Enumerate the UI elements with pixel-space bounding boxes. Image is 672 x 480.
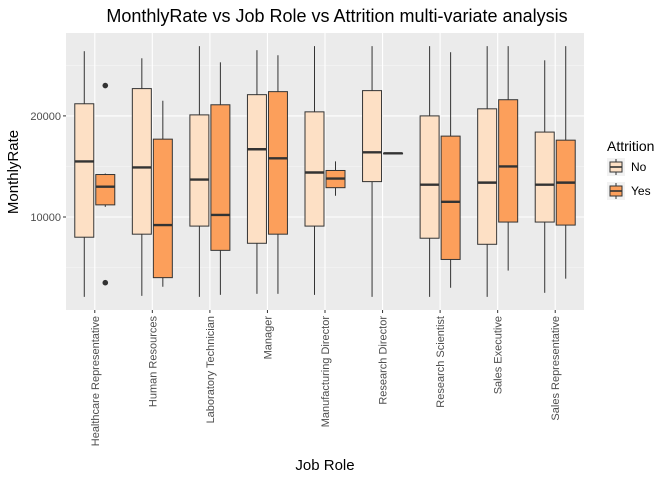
box-yes-2 bbox=[210, 62, 231, 295]
box-no-7 bbox=[477, 46, 498, 297]
x-tick-label: Research Scientist bbox=[435, 316, 447, 408]
box-no-3 bbox=[246, 50, 267, 294]
y-axis-title: MonthlyRate bbox=[5, 130, 22, 214]
box-no-8 bbox=[534, 60, 555, 293]
legend-label-no: No bbox=[631, 160, 647, 174]
x-tick-label: Human Resources bbox=[147, 316, 159, 408]
x-axis: Healthcare Representative Human Resources… bbox=[90, 310, 562, 446]
box-no-4 bbox=[304, 46, 325, 295]
x-tick-label: Sales Executive bbox=[493, 316, 505, 394]
box-body bbox=[477, 108, 498, 245]
box-no-2 bbox=[189, 46, 210, 297]
box-body bbox=[246, 94, 267, 244]
box-no-1 bbox=[131, 58, 152, 296]
box-body bbox=[304, 111, 325, 227]
box-yes-1 bbox=[152, 100, 173, 287]
box-yes-3 bbox=[267, 55, 288, 294]
box-body bbox=[498, 99, 519, 223]
major-gridlines bbox=[66, 33, 584, 310]
x-tick-label: Healthcare Representative bbox=[90, 316, 102, 446]
box-body bbox=[74, 103, 95, 238]
legend-title: Attrition bbox=[607, 138, 654, 154]
box-body bbox=[95, 174, 116, 206]
y-tick-label: 10000 bbox=[30, 212, 61, 224]
box-yes-4 bbox=[325, 161, 346, 196]
chart-title: MonthlyRate vs Job Role vs Attrition mul… bbox=[106, 6, 567, 26]
x-tick-label: Manufacturing Director bbox=[320, 316, 332, 428]
y-tick-label: 20000 bbox=[30, 111, 61, 123]
legend-key-yes bbox=[607, 182, 625, 200]
x-axis-title: Job Role bbox=[295, 457, 354, 474]
x-tick-label: Manager bbox=[262, 316, 274, 360]
legend-label-yes: Yes bbox=[631, 184, 651, 198]
box-yes-8 bbox=[555, 46, 576, 279]
legend: Attrition No Yes bbox=[607, 138, 654, 200]
legend-key-no bbox=[607, 158, 625, 176]
box-body bbox=[267, 91, 288, 235]
box-layer bbox=[74, 46, 576, 297]
box-body bbox=[362, 90, 383, 183]
box-body bbox=[419, 115, 440, 239]
box-no-5 bbox=[362, 46, 383, 297]
box-body bbox=[189, 114, 210, 227]
x-tick-label: Sales Representative bbox=[550, 316, 562, 421]
box-yes-7 bbox=[498, 46, 519, 271]
box-yes-5 bbox=[383, 152, 404, 155]
box-body bbox=[440, 135, 461, 260]
outlier-point bbox=[102, 279, 109, 286]
x-tick-label: Research Director bbox=[378, 316, 390, 405]
y-axis: 10000 20000 bbox=[30, 111, 66, 224]
box-no-6 bbox=[419, 46, 440, 297]
box-body bbox=[534, 131, 555, 223]
box-body bbox=[210, 104, 231, 251]
box-yes-0 bbox=[95, 82, 116, 286]
outlier-point bbox=[102, 82, 109, 89]
box-no-0 bbox=[74, 51, 95, 297]
box-body bbox=[131, 88, 152, 235]
box-body bbox=[152, 138, 173, 279]
box-yes-6 bbox=[440, 52, 461, 288]
x-tick-label: Laboratory Technician bbox=[205, 316, 217, 423]
